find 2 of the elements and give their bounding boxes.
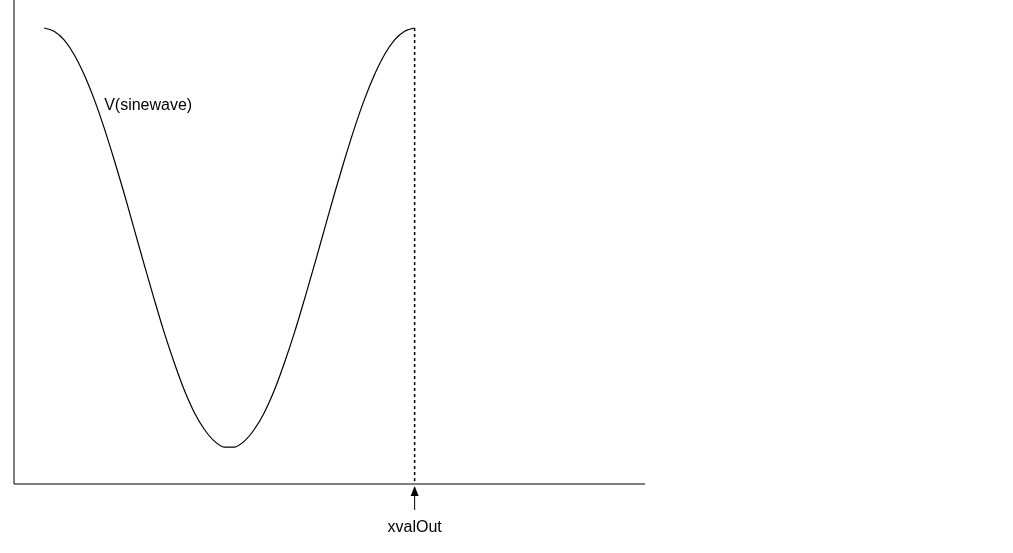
series-label: V(sinewave) <box>104 95 193 113</box>
text: xvalOut <box>387 518 443 535</box>
